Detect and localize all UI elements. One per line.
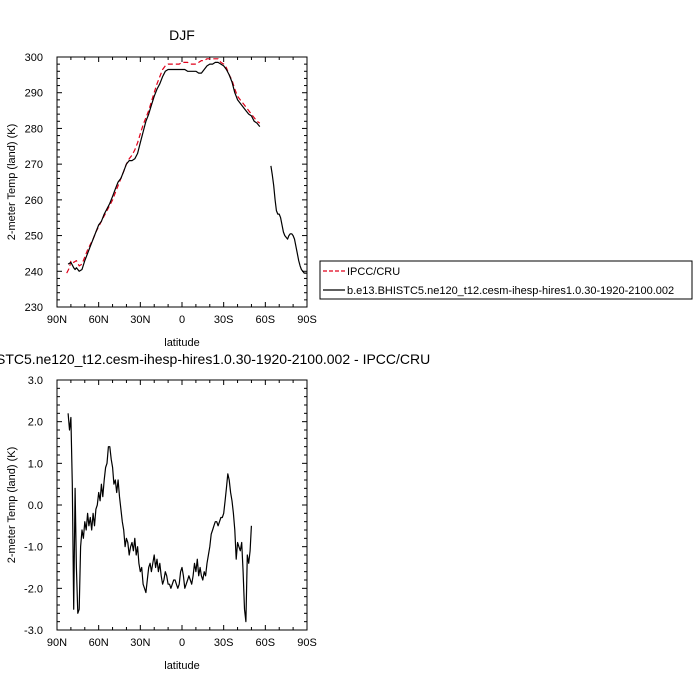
- y-tick-label: 290: [25, 88, 43, 100]
- legend-box: [319, 260, 693, 300]
- plot-frame: [56, 56, 308, 308]
- legend: IPCC/CRU b.e13.BHISTC5.ne120_t12.cesm-ih…: [319, 260, 693, 300]
- y-tick-label: 260: [25, 195, 43, 207]
- series-line-0: [67, 413, 252, 623]
- x-axis-label: latitude: [164, 660, 199, 672]
- series-line-0: [66, 58, 261, 274]
- y-tick-label: 2.0: [28, 417, 43, 429]
- y-axis-label: 2-meter Temp (land) (K): [6, 447, 18, 564]
- x-tick-label: 30N: [130, 637, 150, 649]
- djf-temperature-chart: DJF 90N 60N 30N 0 30S 60S 90S 300 290 280 270 260 25…: [6, 27, 693, 349]
- x-tick-label: 90N: [47, 314, 67, 326]
- y-tick-label: 0.0: [28, 500, 43, 512]
- x-tick-label: 90N: [47, 637, 67, 649]
- difference-chart: b.e13.BHISTC5.ne120_t12.cesm-ihesp-hires…: [0, 351, 430, 672]
- chart-title: b.e13.BHISTC5.ne120_t12.cesm-ihesp-hires…: [0, 351, 430, 367]
- x-tick-label: 90S: [297, 314, 317, 326]
- y-tick-label: 240: [25, 266, 43, 278]
- x-tick-label: 30N: [130, 314, 150, 326]
- y-tick-label: -3.0: [24, 625, 43, 637]
- x-tick-label: 0: [179, 314, 185, 326]
- y-tick-label: 270: [25, 159, 43, 171]
- y-tick-label: -2.0: [24, 583, 43, 595]
- y-tick-label: -1.0: [24, 542, 43, 554]
- x-tick-label: 60N: [89, 314, 109, 326]
- y-tick-label: 250: [25, 231, 43, 243]
- x-tick-label: 60N: [89, 637, 109, 649]
- y-tick-label: 3.0: [28, 375, 43, 387]
- x-tick-label: 30S: [214, 314, 234, 326]
- x-axis-label: latitude: [164, 337, 199, 349]
- y-axis-label: 2-meter Temp (land) (K): [6, 124, 18, 241]
- x-tick-label: 60S: [256, 637, 276, 649]
- series-line-1: [67, 61, 307, 274]
- x-tick-label: 60S: [256, 314, 276, 326]
- plot-area: 90N 60N 30N 0 30S 60S 90S 300 290 280 270 260 250 240…: [25, 52, 317, 326]
- y-tick-label: 1.0: [28, 458, 43, 470]
- chart-title: DJF: [169, 27, 195, 43]
- x-tick-label: 90S: [297, 637, 317, 649]
- y-tick-label: 230: [25, 302, 43, 314]
- legend-label-model: b.e13.BHISTC5.ne120_t12.cesm-ihesp-hires…: [347, 285, 674, 297]
- y-tick-label: 280: [25, 123, 43, 135]
- y-tick-label: 300: [25, 52, 43, 64]
- x-tick-label: 30S: [214, 637, 234, 649]
- plot-frame: [56, 379, 308, 631]
- legend-label-ipcc-cru: IPCC/CRU: [347, 266, 400, 278]
- x-tick-label: 0: [179, 637, 185, 649]
- plot-area: 90N 60N 30N 0 30S 60S 90S 3.0 2.0 1.0 0.0 -1.0 -2.0 -…: [24, 375, 317, 649]
